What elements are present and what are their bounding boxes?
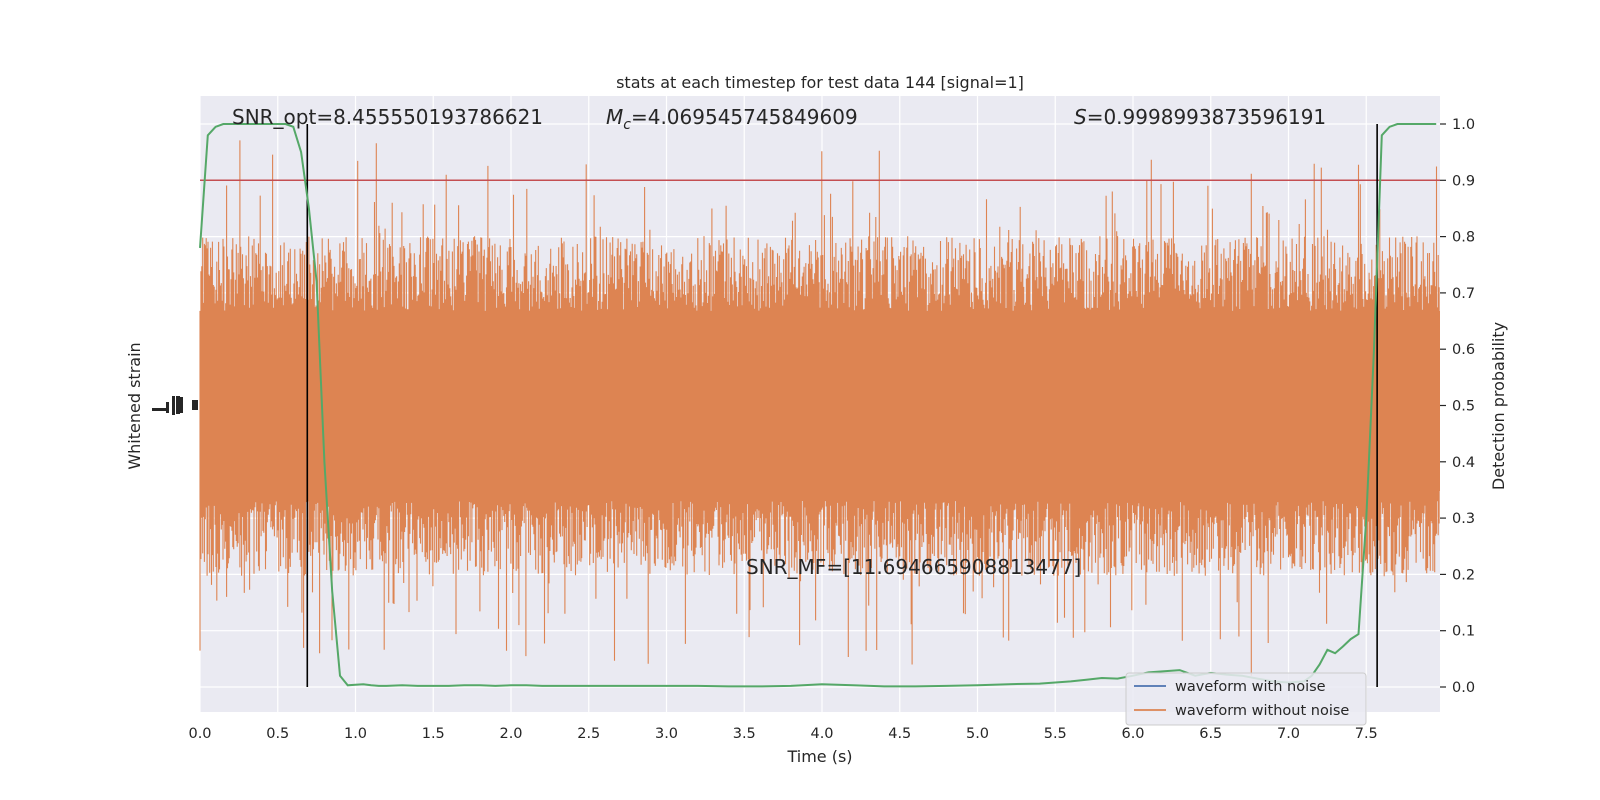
waveform-core [200,311,1440,491]
y-tick-label: 0.0 [1452,680,1475,696]
x-tick-label: 1.5 [422,726,445,742]
y-tick-label: 0.3 [1452,511,1475,527]
x-tick-labels: 0.0 0.5 1.0 1.5 2.0 2.5 3.0 3.5 4.0 4.5 5.0 5.5 6.0 6… [188,726,1377,742]
x-tick-label: 7.5 [1355,726,1378,742]
legend: waveform with noise waveform without noi… [1125,672,1367,726]
right-tick-labels: 0.0 0.1 0.2 0.3 0.4 0.5 0.6 0.7 0.8 0.9 1.0 [1440,117,1475,696]
x-tick-label: 0.0 [188,726,211,742]
y-tick-label: 0.6 [1452,342,1475,358]
y-tick-label: 0.8 [1452,230,1475,246]
x-tick-label: 0.5 [266,726,289,742]
x-tick-label: 6.5 [1199,726,1222,742]
y-tick-label: 0.2 [1452,567,1475,583]
y-tick-label: 0.9 [1452,173,1475,189]
left-axis-ticks [152,396,198,415]
detection-probability-line [199,123,1437,688]
y-tick-label: 0.1 [1452,624,1475,640]
left-axis-label: Whitened strain [125,342,144,469]
x-tick-label: 5.0 [966,726,989,742]
legend-box [1125,672,1367,726]
x-tick-label: 1.0 [344,726,367,742]
y-tick-label: 0.7 [1452,286,1475,302]
x-tick-label: 2.0 [499,726,522,742]
chart-title: stats at each timestep for test data 144… [616,73,1024,92]
chirp-mass-annotation: Mc=4.069545745849609 [606,105,858,133]
x-tick-label: 2.5 [577,726,600,742]
x-tick-label: 3.0 [655,726,678,742]
waveform-without-noise-series [199,140,1440,676]
y-tick-label: 1.0 [1452,117,1475,133]
snr-opt-annotation: SNR_opt=8.455550193786621 [232,105,543,129]
event-lines [306,124,1378,687]
right-axis-label: Detection probability [1489,322,1508,490]
x-tick-label: 7.0 [1277,726,1300,742]
x-tick-label: 3.5 [733,726,756,742]
legend-label-without-noise: waveform without noise [1175,703,1349,719]
y-tick-label: 0.4 [1452,455,1475,471]
score-annotation: S=0.9998993873596191 [1074,105,1326,129]
x-tick-label: 5.5 [1044,726,1067,742]
legend-label-with-noise: waveform with noise [1175,679,1326,695]
y-tick-label: 0.5 [1452,399,1475,415]
x-axis-label: Time (s) [786,747,852,766]
x-tick-label: 4.0 [810,726,833,742]
snr-mf-annotation: SNR_MF=[11.694665908813477] [746,555,1081,579]
x-tick-label: 4.5 [888,726,911,742]
x-tick-label: 6.0 [1121,726,1144,742]
